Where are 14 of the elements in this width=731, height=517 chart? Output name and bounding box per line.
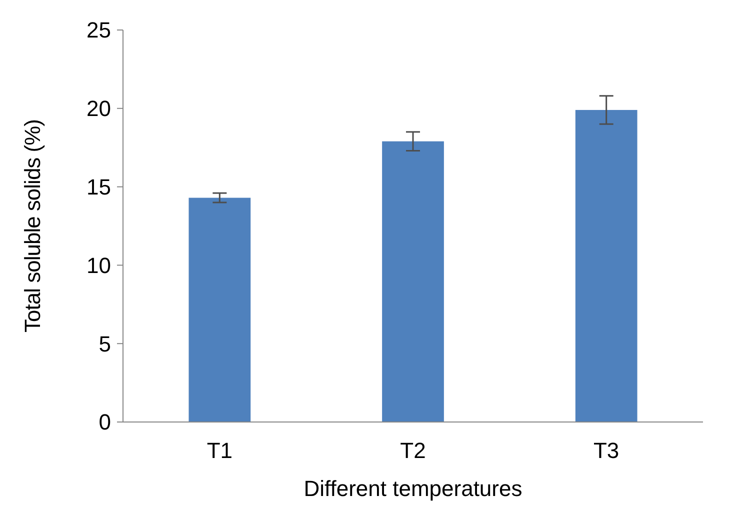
x-axis-title: Different temperatures [304, 476, 522, 501]
x-tick-label: T1 [206, 438, 233, 463]
y-tick-label: 0 [98, 410, 111, 435]
y-axis-title: Total soluble solids (%) [20, 120, 45, 332]
bar [188, 198, 251, 422]
y-tick-label: 10 [86, 252, 111, 278]
x-tick-label: T2 [400, 438, 426, 463]
bar [575, 110, 638, 422]
bar [382, 141, 444, 422]
y-tick-label: 5 [98, 331, 111, 356]
y-tick-label: 25 [86, 18, 111, 43]
y-tick-label: 15 [86, 174, 111, 200]
y-tick-label: 20 [86, 96, 111, 122]
x-tick-label: T3 [593, 438, 620, 463]
